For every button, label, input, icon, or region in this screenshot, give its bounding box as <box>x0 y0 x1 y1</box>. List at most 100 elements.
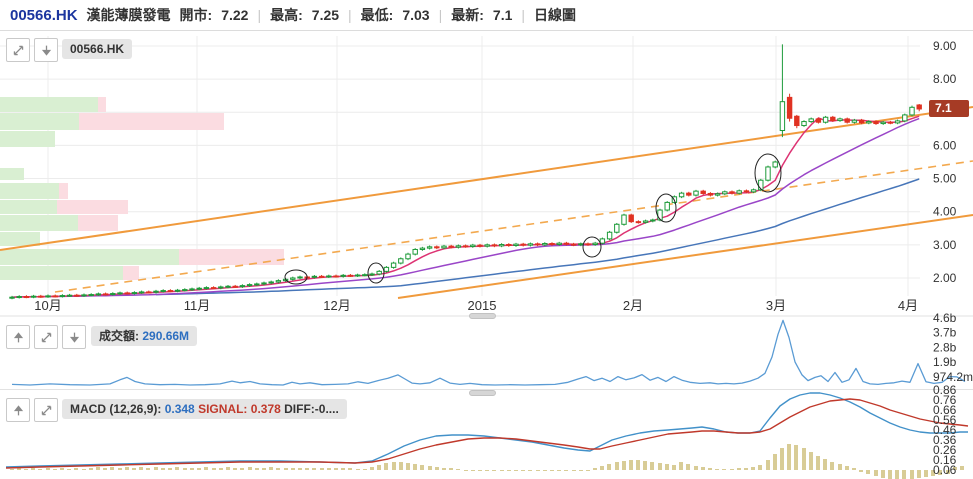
candle-body <box>66 294 73 297</box>
macd-hist-bar <box>226 467 230 470</box>
highlight-ellipse <box>367 262 385 284</box>
macd-hist-bar <box>478 470 482 471</box>
candle-body <box>362 274 368 277</box>
candle-body <box>347 274 354 277</box>
macd-hist-bar <box>384 463 388 470</box>
macd-hist-bar <box>327 468 331 470</box>
candle-body <box>369 273 375 276</box>
candle-body <box>326 275 332 278</box>
candle-body <box>506 244 512 247</box>
macd-hist-bar <box>650 462 654 470</box>
macd-hist-bar <box>586 470 590 471</box>
time-axis-labels: 10月 11月 12月 2015 2月 3月 4月 <box>34 298 918 313</box>
axis-label: 0.26 <box>933 443 957 457</box>
macd-axis-labels: 0.860.760.660.560.460.360.260.160.06 <box>933 383 957 477</box>
last-label: 最新: <box>451 7 484 23</box>
candle-body <box>549 243 555 246</box>
macd-hist-bar <box>103 468 107 470</box>
candle-body <box>664 201 670 211</box>
candle-body <box>174 289 181 292</box>
candle-body <box>873 121 879 125</box>
macd-hist-bar <box>284 468 288 470</box>
macd-hist-bar <box>334 468 338 470</box>
macd-hist-bar <box>766 460 770 470</box>
volume-move-down-button[interactable] <box>62 325 86 349</box>
period-selector[interactable]: 日線圖 <box>534 7 577 23</box>
candle-body <box>801 121 807 127</box>
candle-body <box>434 246 440 249</box>
candle-body <box>858 119 865 124</box>
candle-body <box>23 296 30 299</box>
volume-panel-resize-handle[interactable] <box>469 313 496 319</box>
macd-hist-bar <box>74 468 78 470</box>
candle-body <box>909 106 915 116</box>
macd-hist-bar <box>686 464 690 470</box>
macd-hist-bar <box>679 462 683 470</box>
candle-body <box>333 275 339 278</box>
symbol-badge[interactable]: 00566.HK <box>62 39 133 59</box>
macd-hist-bar <box>895 470 899 479</box>
axis-label: 0.56 <box>933 413 957 427</box>
candle-body <box>30 295 37 298</box>
candle-body <box>189 288 195 291</box>
macd-hist-bar <box>110 467 114 470</box>
macd-hist-bar <box>492 470 496 471</box>
macd-hist-bar <box>643 461 647 470</box>
macd-hist-bar <box>938 470 942 475</box>
candle-body <box>678 192 685 198</box>
macd-hist-bar <box>888 470 892 479</box>
candle-body <box>254 283 260 286</box>
candle-body <box>160 290 166 293</box>
macd-hist-bar <box>233 468 237 470</box>
macd-hist-bar <box>248 467 252 470</box>
axis-label: 0.76 <box>933 393 957 407</box>
volume-expand-button[interactable] <box>34 325 58 349</box>
candle-body <box>743 190 750 193</box>
candle-body <box>578 243 584 246</box>
expand-panel-button[interactable] <box>6 38 30 62</box>
candle-body <box>606 231 613 240</box>
macd-hist-bar <box>521 470 525 471</box>
ma-mid-line <box>11 117 920 298</box>
candle-body <box>74 294 80 297</box>
candle-body <box>210 287 217 290</box>
candle-body <box>470 244 476 247</box>
macd-hist-bar <box>183 468 187 470</box>
macd-hist-bar <box>838 464 842 470</box>
macd-move-up-button[interactable] <box>6 398 30 422</box>
macd-hist-bar <box>931 470 935 476</box>
volume-move-up-button[interactable] <box>6 325 30 349</box>
candle-body <box>693 190 699 196</box>
low-value: 7.03 <box>402 7 430 23</box>
macd-hist-bar <box>615 462 619 470</box>
macd-params-badge[interactable]: MACD (12,26,9): 0.348 SIGNAL: 0.378 DIFF… <box>62 399 347 419</box>
candle-body <box>81 294 87 297</box>
signal-line <box>5 398 969 469</box>
macd-hist-bar <box>356 469 360 470</box>
candle-body <box>318 275 325 278</box>
candle-body <box>441 245 447 249</box>
macd-hist-bar <box>428 466 432 470</box>
macd-panel-resize-handle[interactable] <box>469 390 496 396</box>
ma-fast-line <box>11 115 920 298</box>
macd-hist-bar <box>413 464 417 470</box>
turnover-badge[interactable]: 成交額: 290.66M <box>91 326 198 346</box>
low-label: 最低: <box>360 7 394 23</box>
move-panel-down-button[interactable] <box>34 38 58 62</box>
macd-hist-bar <box>341 468 345 470</box>
macd-expand-button[interactable] <box>34 398 58 422</box>
candle-body <box>520 243 526 246</box>
macd-hist-bar <box>917 470 921 478</box>
macd-hist-bar <box>874 470 878 476</box>
highlight-ellipse <box>582 236 602 258</box>
macd-hist-bar <box>154 467 158 470</box>
macd-hist-bar <box>392 462 396 470</box>
macd-hist-bar <box>348 468 352 470</box>
candle-body <box>153 290 159 293</box>
macd-hist-bar <box>715 469 719 470</box>
candle-body <box>45 295 51 298</box>
candle-body <box>714 193 721 196</box>
axis-label: 1.9b <box>933 355 957 369</box>
